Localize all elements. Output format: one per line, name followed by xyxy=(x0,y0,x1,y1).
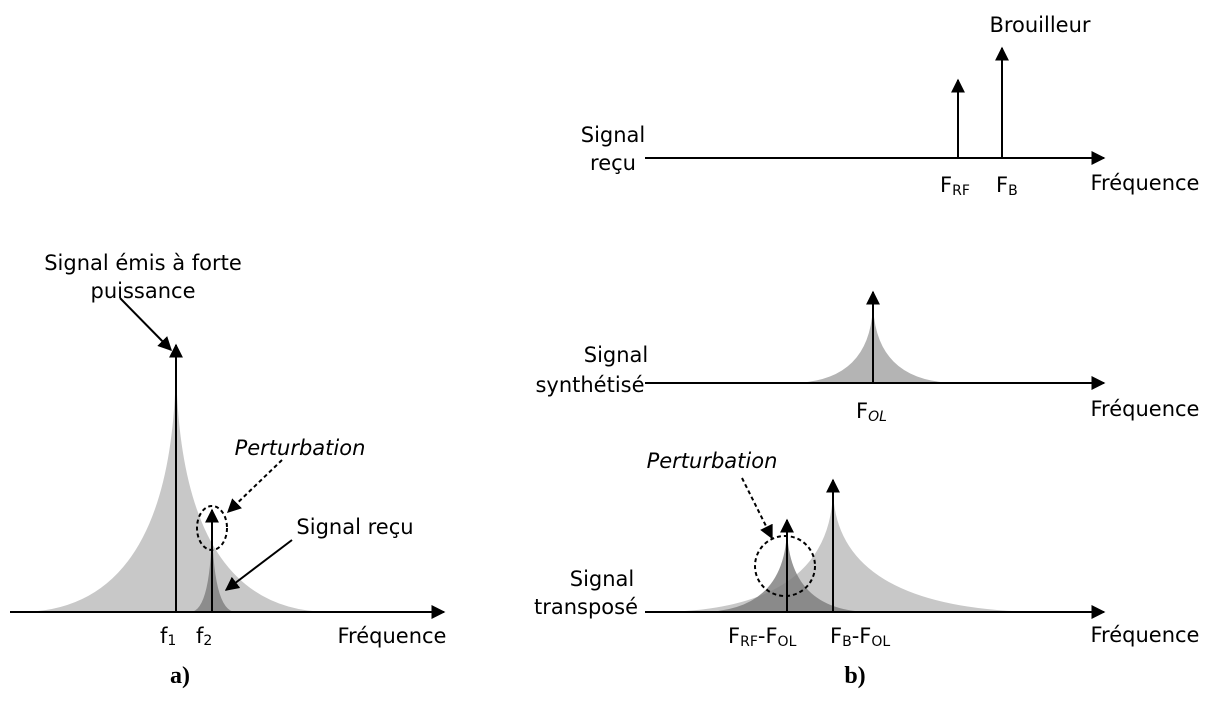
tick-label: FB xyxy=(996,173,1018,199)
caption: b) xyxy=(844,663,865,689)
axis-label: Fréquence xyxy=(1091,171,1200,195)
axis-label: Fréquence xyxy=(338,624,447,648)
tick-label: FRF xyxy=(940,173,970,199)
spectrum-b xyxy=(655,487,1048,612)
label: Brouilleur xyxy=(989,13,1090,37)
row-label: transposé xyxy=(534,595,638,619)
row-label: synthétisé xyxy=(535,373,644,397)
tick-label: FOL xyxy=(856,399,887,425)
circle xyxy=(754,535,816,597)
tick-label: f2 xyxy=(196,624,212,649)
row-label: Signal xyxy=(581,123,646,147)
pointer xyxy=(741,477,773,540)
axis-label: Fréquence xyxy=(1091,623,1200,647)
pointer xyxy=(119,297,172,351)
row-label: Signal xyxy=(570,567,635,591)
axis-label: Fréquence xyxy=(1091,397,1200,421)
label: Signal émis à forte xyxy=(44,251,242,275)
caption: a) xyxy=(170,663,190,689)
tick-label: f1 xyxy=(160,624,176,649)
tick-label: FRF-FOL xyxy=(728,624,797,650)
pointer xyxy=(224,539,293,591)
tick-label: FB-FOL xyxy=(830,624,890,650)
label: Perturbation xyxy=(647,449,778,473)
circle xyxy=(196,505,228,551)
panel-a: Signal émis à forte puissance Perturbati… xyxy=(10,251,446,689)
label: puissance xyxy=(91,279,196,303)
panel-b: Brouilleur Signal reçu Fréquence FRF FB … xyxy=(534,13,1200,689)
row-label: Signal xyxy=(584,343,649,367)
pointer xyxy=(226,459,283,513)
row-label: reçu xyxy=(590,151,636,175)
label: Perturbation xyxy=(235,436,366,460)
label: Signal reçu xyxy=(296,515,413,539)
